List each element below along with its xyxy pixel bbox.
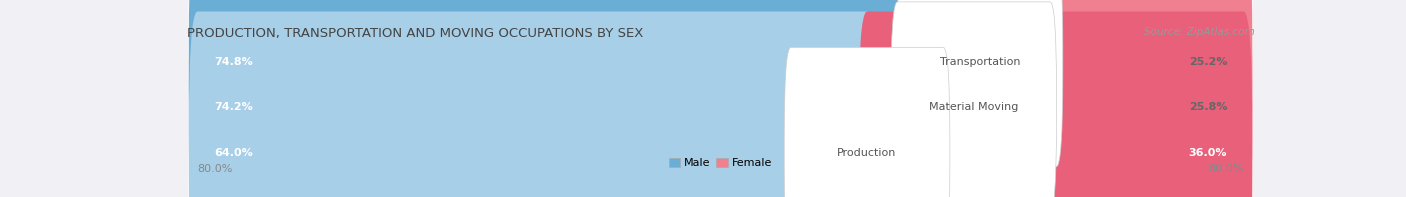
FancyBboxPatch shape — [188, 0, 988, 197]
Text: Source: ZipAtlas.com: Source: ZipAtlas.com — [1143, 27, 1254, 37]
FancyBboxPatch shape — [188, 11, 1253, 197]
FancyBboxPatch shape — [965, 0, 1253, 197]
FancyBboxPatch shape — [785, 47, 950, 197]
Text: 25.2%: 25.2% — [1188, 57, 1227, 67]
Text: PRODUCTION, TRANSPORTATION AND MOVING OCCUPATIONS BY SEX: PRODUCTION, TRANSPORTATION AND MOVING OC… — [187, 27, 643, 40]
FancyBboxPatch shape — [891, 2, 1056, 197]
FancyBboxPatch shape — [972, 0, 1253, 197]
Text: Material Moving: Material Moving — [929, 102, 1018, 112]
Text: 74.8%: 74.8% — [214, 57, 253, 67]
FancyBboxPatch shape — [897, 0, 1063, 167]
Text: 64.0%: 64.0% — [214, 148, 253, 158]
FancyBboxPatch shape — [188, 0, 1253, 197]
Text: 80.0%: 80.0% — [197, 164, 233, 174]
Text: 80.0%: 80.0% — [1208, 164, 1244, 174]
FancyBboxPatch shape — [188, 0, 1253, 197]
FancyBboxPatch shape — [188, 11, 876, 197]
Text: 74.2%: 74.2% — [214, 102, 253, 112]
Text: Production: Production — [838, 148, 897, 158]
FancyBboxPatch shape — [858, 11, 1253, 197]
FancyBboxPatch shape — [188, 0, 983, 197]
Text: 36.0%: 36.0% — [1188, 148, 1227, 158]
Text: Transportation: Transportation — [939, 57, 1021, 67]
Legend: Male, Female: Male, Female — [665, 153, 776, 173]
Text: 25.8%: 25.8% — [1188, 102, 1227, 112]
